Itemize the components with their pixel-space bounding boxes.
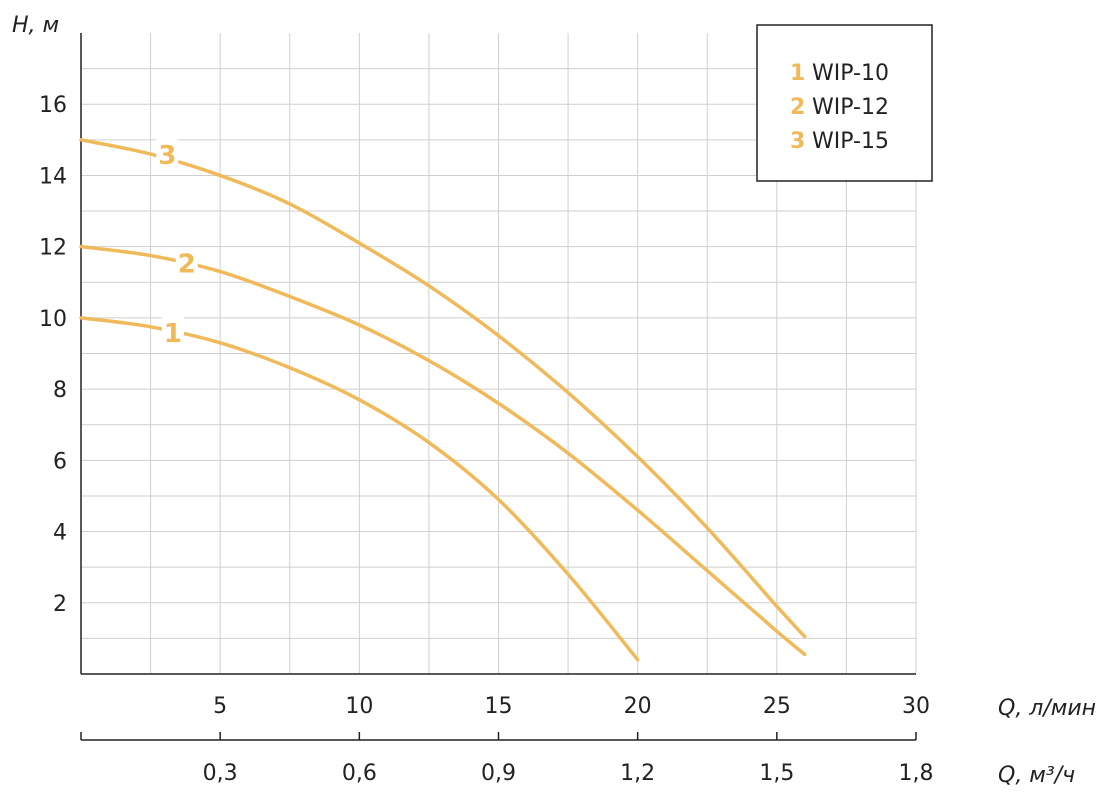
x2-tick-label: 1,5 (759, 761, 794, 786)
legend-box (756, 24, 933, 182)
y-tick-label: 10 (39, 307, 67, 332)
y-axis-title: H, м (12, 13, 59, 38)
x-tick-label: 15 (485, 694, 513, 719)
x2-tick-label: 0,6 (342, 761, 377, 786)
x2-tick-label: 0,3 (203, 761, 238, 786)
y-tick-label: 14 (39, 164, 67, 189)
curve-label-bg (175, 247, 198, 278)
x-tick-label: 20 (624, 694, 652, 719)
curve-label-3: 3 (158, 141, 176, 171)
x2-axis-title: Q, м³/ч (998, 763, 1075, 788)
legend: 1 WIP-10 2 WIP-12 3 WIP-15 (756, 24, 933, 182)
legend-entry: WIP-15 (812, 129, 889, 154)
x-tick-label: 25 (763, 694, 791, 719)
y-tick-label: 2 (53, 592, 67, 617)
y-tick-label: 12 (39, 236, 67, 261)
x-tick-label: 5 (213, 694, 227, 719)
grid (81, 33, 917, 674)
y-tick-label: 4 (53, 521, 67, 546)
x2-tick-label: 1,2 (620, 761, 655, 786)
curve-label-1: 1 (164, 319, 182, 349)
tick-labels: 24681012141650,3100,6150,9201,2251,5301,… (39, 93, 934, 786)
y-tick-label: 16 (39, 93, 67, 118)
x2-tick-label: 0,9 (481, 761, 516, 786)
curve-wip-15 (79, 138, 807, 639)
x-tick-label: 30 (902, 694, 930, 719)
legend-number: 1 (790, 61, 805, 86)
curves: 1 2 3 (79, 138, 807, 662)
x2-tick-label: 1,8 (899, 761, 934, 786)
legend-number: 3 (790, 129, 805, 154)
legend-entry: WIP-10 (812, 61, 889, 86)
legend-number: 2 (790, 95, 805, 120)
y-tick-label: 6 (53, 449, 67, 474)
y-tick-label: 8 (53, 378, 67, 403)
x-tick-label: 10 (345, 694, 373, 719)
x-axis-title: Q, л/мин (998, 696, 1096, 721)
curve-label-bg (156, 139, 179, 170)
curve-label-bg (161, 317, 184, 348)
curve-label-2: 2 (178, 250, 196, 280)
legend-entry: WIP-12 (812, 95, 889, 120)
curve-wip-12 (79, 244, 807, 657)
